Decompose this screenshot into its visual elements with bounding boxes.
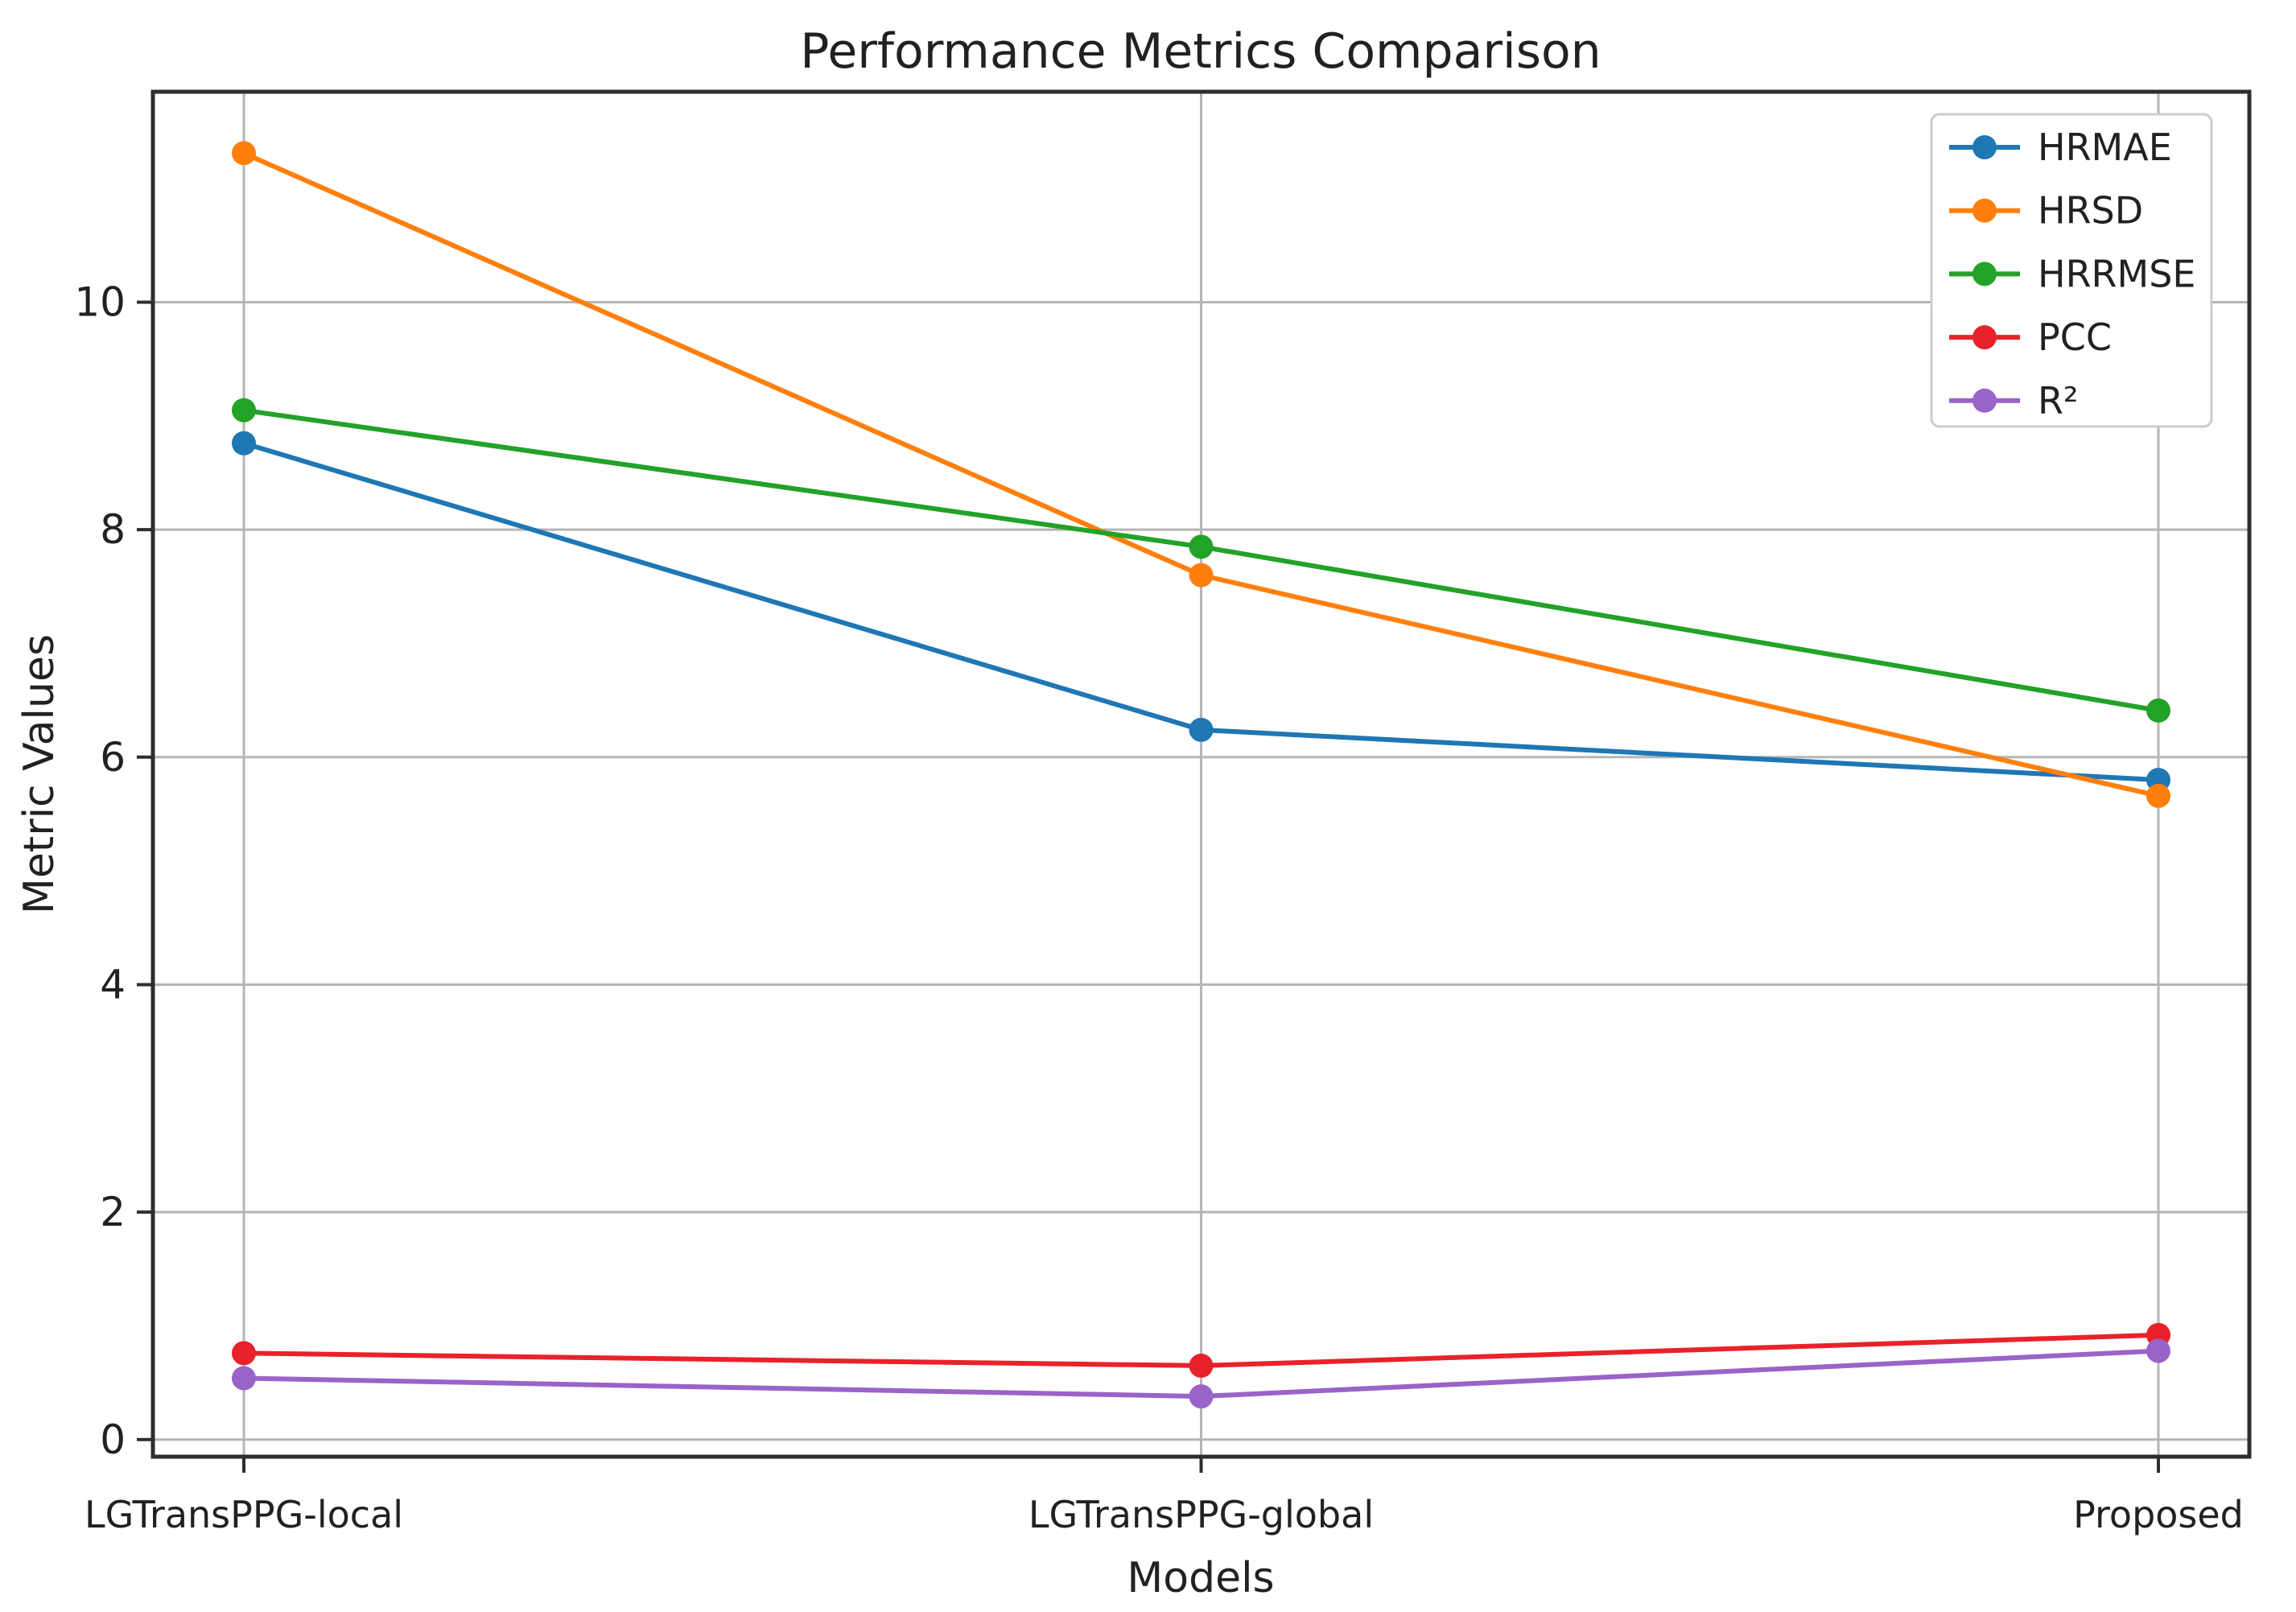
y-tick-label: 4 [100,961,126,1008]
data-point-R² [1189,1384,1214,1409]
legend-swatch-dot [1972,325,1997,350]
data-point-PCC [232,1341,257,1366]
chart-title: Performance Metrics Comparison [800,23,1601,80]
x-tick-label: LGTransPPG-global [1028,1493,1374,1536]
y-tick-label: 8 [100,506,126,553]
data-point-HRMAE [1189,717,1214,742]
data-point-HRRMSE [232,398,257,423]
x-tick-label: Proposed [2073,1493,2244,1536]
legend-box [1930,113,2213,428]
legend-label: R² [2038,379,2078,423]
data-point-R² [2146,1338,2170,1363]
data-point-HRSD [1189,563,1214,587]
legend-label: HRMAE [2038,126,2172,169]
x-axis-label: Models [1127,1554,1274,1602]
legend-label: PCC [2038,315,2112,359]
y-tick-label: 2 [100,1189,126,1235]
y-axis-label: Metric Values [15,634,64,914]
y-tick-label: 6 [100,734,126,781]
data-point-HRSD [232,141,257,166]
legend-swatch-dot [1972,198,1997,223]
series-layer [232,141,2170,1409]
y-tick-label: 0 [100,1416,126,1463]
data-point-PCC [1189,1353,1214,1378]
data-point-HRSD [2146,783,2170,808]
legend-swatch-dot [1972,388,1997,413]
data-point-R² [232,1366,257,1391]
data-point-HRRMSE [1189,534,1214,559]
data-point-HRMAE [232,431,257,456]
legend-swatch-dot [1972,135,1997,159]
legend: HRMAE HRSD HRRMSE PCC R² [1930,113,2213,428]
legend-swatch-dot [1972,262,1997,287]
legend-label: HRRMSE [2038,252,2195,295]
legend-label: HRSD [2038,189,2143,233]
x-tick-label: LGTransPPG-local [85,1493,403,1536]
y-tick-label: 10 [74,278,126,325]
data-point-HRRMSE [2146,698,2170,723]
tick-layer: 0 2 4 6 8 10 LGTransPPG-local LGTransPPG-global… [74,278,2244,1536]
